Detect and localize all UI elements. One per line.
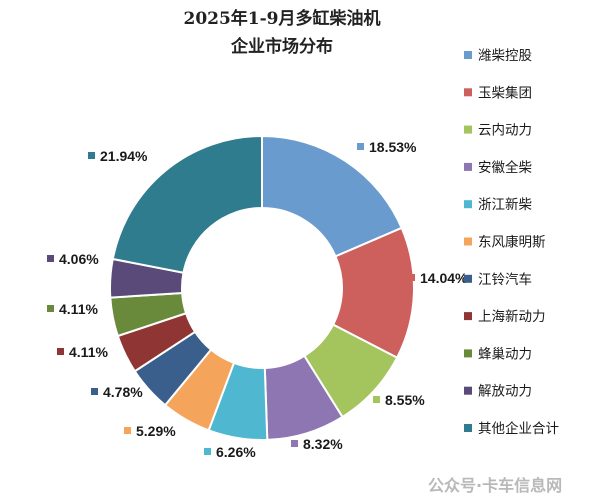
donut-slice [111,134,263,274]
slice-label-marker [408,274,415,281]
slice-value-label: 21.94% [100,148,148,164]
slice-value-label: 4.06% [59,251,99,267]
slice-value-label: 5.29% [136,423,176,439]
slice-value-label: 4.11% [69,344,108,360]
legend-label: 云内动力 [478,123,532,139]
legend-swatch [464,386,472,395]
slice-value-label: 6.26% [216,444,256,460]
slice-label-marker [357,143,364,150]
legend: 潍柴控股玉柴集团云内动力安徽全柴浙江新柴东风康明斯江铃汽车上海新动力蜂巢动力解放… [464,48,559,437]
slice-value-label: 4.78% [103,384,143,400]
slice-value-label: 14.04% [420,270,468,286]
legend-label: 其他企业合计 [478,420,559,437]
legend-swatch [464,200,472,209]
slice-label-marker [373,396,380,403]
legend-swatch [464,125,472,134]
slice-label-marker [291,440,298,447]
slice-label-marker [57,348,64,355]
legend-swatch [464,274,472,283]
legend-swatch [464,312,472,321]
slice-label-marker [88,152,95,159]
legend-swatch [464,162,472,171]
legend-swatch [464,51,472,59]
legend-swatch [464,424,472,432]
slice-labels: 18.53% 14.04% 8.55% 8.32% 6.26% 5.29% 4.78% 4.1… [47,139,468,460]
donut-slice [261,134,403,258]
legend-label: 安徽全柴 [478,159,532,176]
slice-label-marker [47,255,54,262]
chart-title-line-2: 企业市场分布 [230,36,333,57]
legend-label: 玉柴集团 [478,85,532,101]
legend-swatch [464,237,472,246]
slice-label-marker [124,427,131,434]
legend-label: 蜂巢动力 [478,346,532,362]
donut-slices [109,134,415,441]
legend-label: 东风康明斯 [478,234,546,251]
watermark-text: 公众号·卡车信息网 [428,476,562,495]
slice-label-marker [47,305,54,312]
legend-label: 浙江新柴 [478,197,532,213]
legend-swatch [464,349,472,358]
slice-label-marker [204,448,211,455]
slice-value-label: 4.11% [59,301,98,317]
legend-label: 潍柴控股 [478,48,532,64]
legend-label: 江铃汽车 [478,271,532,288]
legend-label: 解放动力 [478,384,532,400]
legend-label: 上海新动力 [478,309,546,325]
legend-swatch [464,88,472,97]
slice-value-label: 18.53% [369,139,417,155]
chart-title-line-1: 2025年1-9月多缸柴油机 [183,8,380,29]
slice-value-label: 8.32% [303,436,343,452]
slice-value-label: 8.55% [385,392,425,408]
slice-label-marker [91,388,98,395]
